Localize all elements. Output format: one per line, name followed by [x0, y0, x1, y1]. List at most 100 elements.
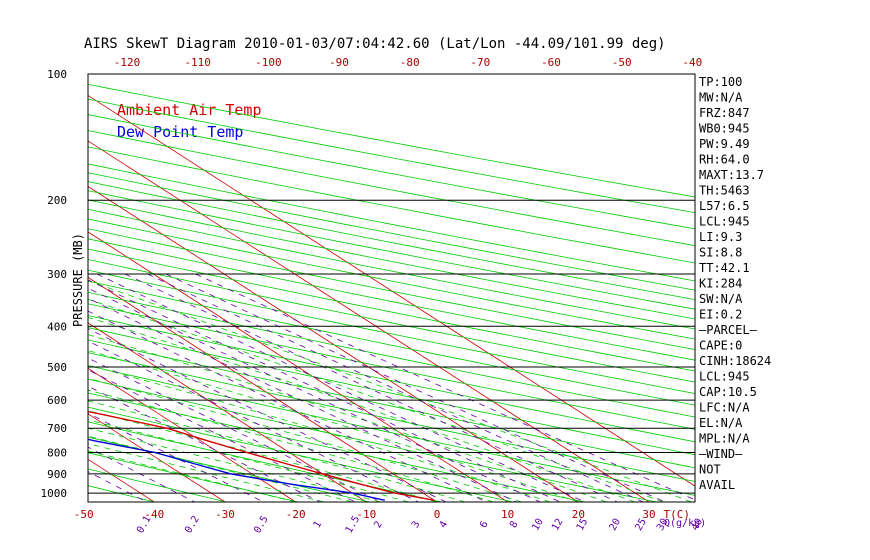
chart-title: AIRS SkewT Diagram 2010-01-03/07:04:42.6…: [84, 36, 666, 52]
index-label: TH:5463: [699, 184, 750, 198]
pressure-tick-label: 900: [47, 468, 67, 481]
isotherm-line: [88, 413, 226, 502]
dry-adiabat-line: [88, 421, 442, 502]
dry-adiabat-line: [88, 327, 695, 456]
mixing-ratio-line: [88, 412, 264, 502]
dry-adiabat-line: [88, 172, 695, 291]
dry-adiabat-line: [88, 130, 695, 247]
legend-dewpoint-label: Dew Point Temp: [117, 123, 244, 141]
index-label: SW:N/A: [699, 292, 743, 306]
top-temp-tick-label: -50: [612, 56, 632, 69]
mixing-ratio-label: 0.2: [183, 514, 202, 535]
moist-adiabat-line: [88, 377, 522, 502]
pressure-tick-label: 300: [47, 268, 67, 281]
bottom-temp-tick-label: 10: [501, 508, 514, 521]
mixing-ratio-label: 40: [690, 517, 706, 533]
mixing-ratio-line: [195, 273, 695, 501]
mixing-ratio-label: 1: [312, 519, 325, 530]
mixing-ratio-line: [88, 340, 419, 502]
isotherm-line: [0, 74, 13, 502]
pressure-tick-label: 100: [47, 68, 67, 81]
dry-adiabat-line: [88, 352, 695, 482]
dry-adiabat-line: [88, 392, 585, 502]
pressure-tick-label: 200: [47, 194, 67, 207]
plot-area: [0, 74, 695, 502]
index-label: SI:8.8: [699, 246, 742, 260]
mixing-ratio-label: 8: [508, 519, 521, 530]
bottom-temp-tick-label: 0: [434, 508, 441, 521]
dry-adiabat-line: [88, 181, 695, 301]
mixing-ratio-line: [96, 273, 585, 502]
moist-adiabat-line: [88, 400, 466, 502]
index-label: AVAIL: [699, 478, 735, 492]
top-temp-tick-label: -60: [541, 56, 561, 69]
bottom-temp-tick-label: -10: [356, 508, 376, 521]
dry-adiabat-line: [88, 199, 695, 320]
moist-adiabat-line: [88, 298, 664, 502]
dry-adiabat-line: [88, 228, 695, 350]
top-temp-tick-label: -90: [329, 56, 349, 69]
mixing-ratio-line: [88, 279, 561, 502]
index-label: LFC:N/A: [699, 401, 750, 415]
y-axis-label: PRESSURE (MB): [71, 233, 85, 327]
top-temp-tick-label: -70: [470, 56, 490, 69]
pressure-tick-label: 400: [47, 320, 67, 333]
moist-adiabat-line: [88, 334, 607, 502]
pressure-tick-label: 700: [47, 422, 67, 435]
dry-adiabat-line: [88, 436, 370, 502]
mixing-ratio-line: [88, 287, 541, 502]
temp-unit-label: T(C): [664, 508, 691, 521]
mixing-ratio-line: [165, 273, 666, 502]
legend-ambient-label: Ambient Air Temp: [117, 101, 262, 119]
index-label: WB0:945: [699, 122, 750, 136]
isotherm-line: [88, 367, 296, 502]
top-temp-tick-label: -110: [184, 56, 211, 69]
dry-adiabat-line: [88, 114, 695, 230]
dry-adiabat-line: [88, 452, 299, 502]
dry-adiabat-line: [88, 468, 227, 502]
index-label: RH:64.0: [699, 153, 750, 167]
dry-adiabat-line: [88, 238, 695, 361]
index-label: FRZ:847: [699, 106, 750, 120]
mixing-ratio-line: [88, 369, 356, 502]
bottom-temp-tick-label: -40: [144, 508, 164, 521]
index-label: PW:9.49: [699, 137, 750, 151]
index-label: LCL:945: [699, 215, 750, 229]
dry-adiabat-line: [88, 315, 695, 443]
index-label: –WIND–: [699, 447, 743, 461]
dry-adiabat-line: [88, 280, 695, 406]
dewpoint-temp-line: [88, 438, 385, 501]
dry-adiabat-line: [88, 208, 695, 330]
pressure-tick-label: 800: [47, 447, 67, 460]
mixing-ratio-label: 12: [550, 517, 566, 533]
top-temp-tick-label: -120: [114, 56, 141, 69]
mixing-ratio-line: [88, 310, 487, 502]
index-label: MPL:N/A: [699, 432, 750, 446]
index-label: LCL:945: [699, 370, 750, 384]
mixing-ratio-label: 6: [478, 519, 491, 530]
moist-adiabat-line: [88, 364, 551, 502]
mixing-ratio-label: 2: [372, 519, 385, 530]
mixing-ratio-line: [88, 446, 195, 502]
dry-adiabat-line: [88, 269, 695, 394]
mixing-ratio-line: [124, 273, 618, 502]
top-temp-tick-label: -40: [682, 56, 702, 69]
index-label: EI:0.2: [699, 308, 742, 322]
dry-adiabat-line: [88, 406, 514, 502]
moist-adiabat-line: [88, 350, 579, 502]
dry-adiabat-line: [88, 378, 657, 502]
isotherm-line: [88, 322, 367, 502]
index-label: MAXT:13.7: [699, 168, 764, 182]
pressure-tick-label: 1000: [41, 487, 68, 500]
mixing-ratio-label: 20: [608, 517, 624, 533]
moist-adiabat-line: [88, 410, 438, 502]
mixing-ratio-line: [147, 273, 644, 502]
index-label: EL:N/A: [699, 416, 743, 430]
mixing-ratio-line: [88, 297, 517, 502]
moist-adiabat-line: [88, 419, 409, 502]
index-label: MW:N/A: [699, 91, 743, 105]
bottom-temp-tick-label: -30: [215, 508, 235, 521]
mixing-ratio-line: [88, 357, 381, 502]
bottom-temp-tick-label: -20: [286, 508, 306, 521]
